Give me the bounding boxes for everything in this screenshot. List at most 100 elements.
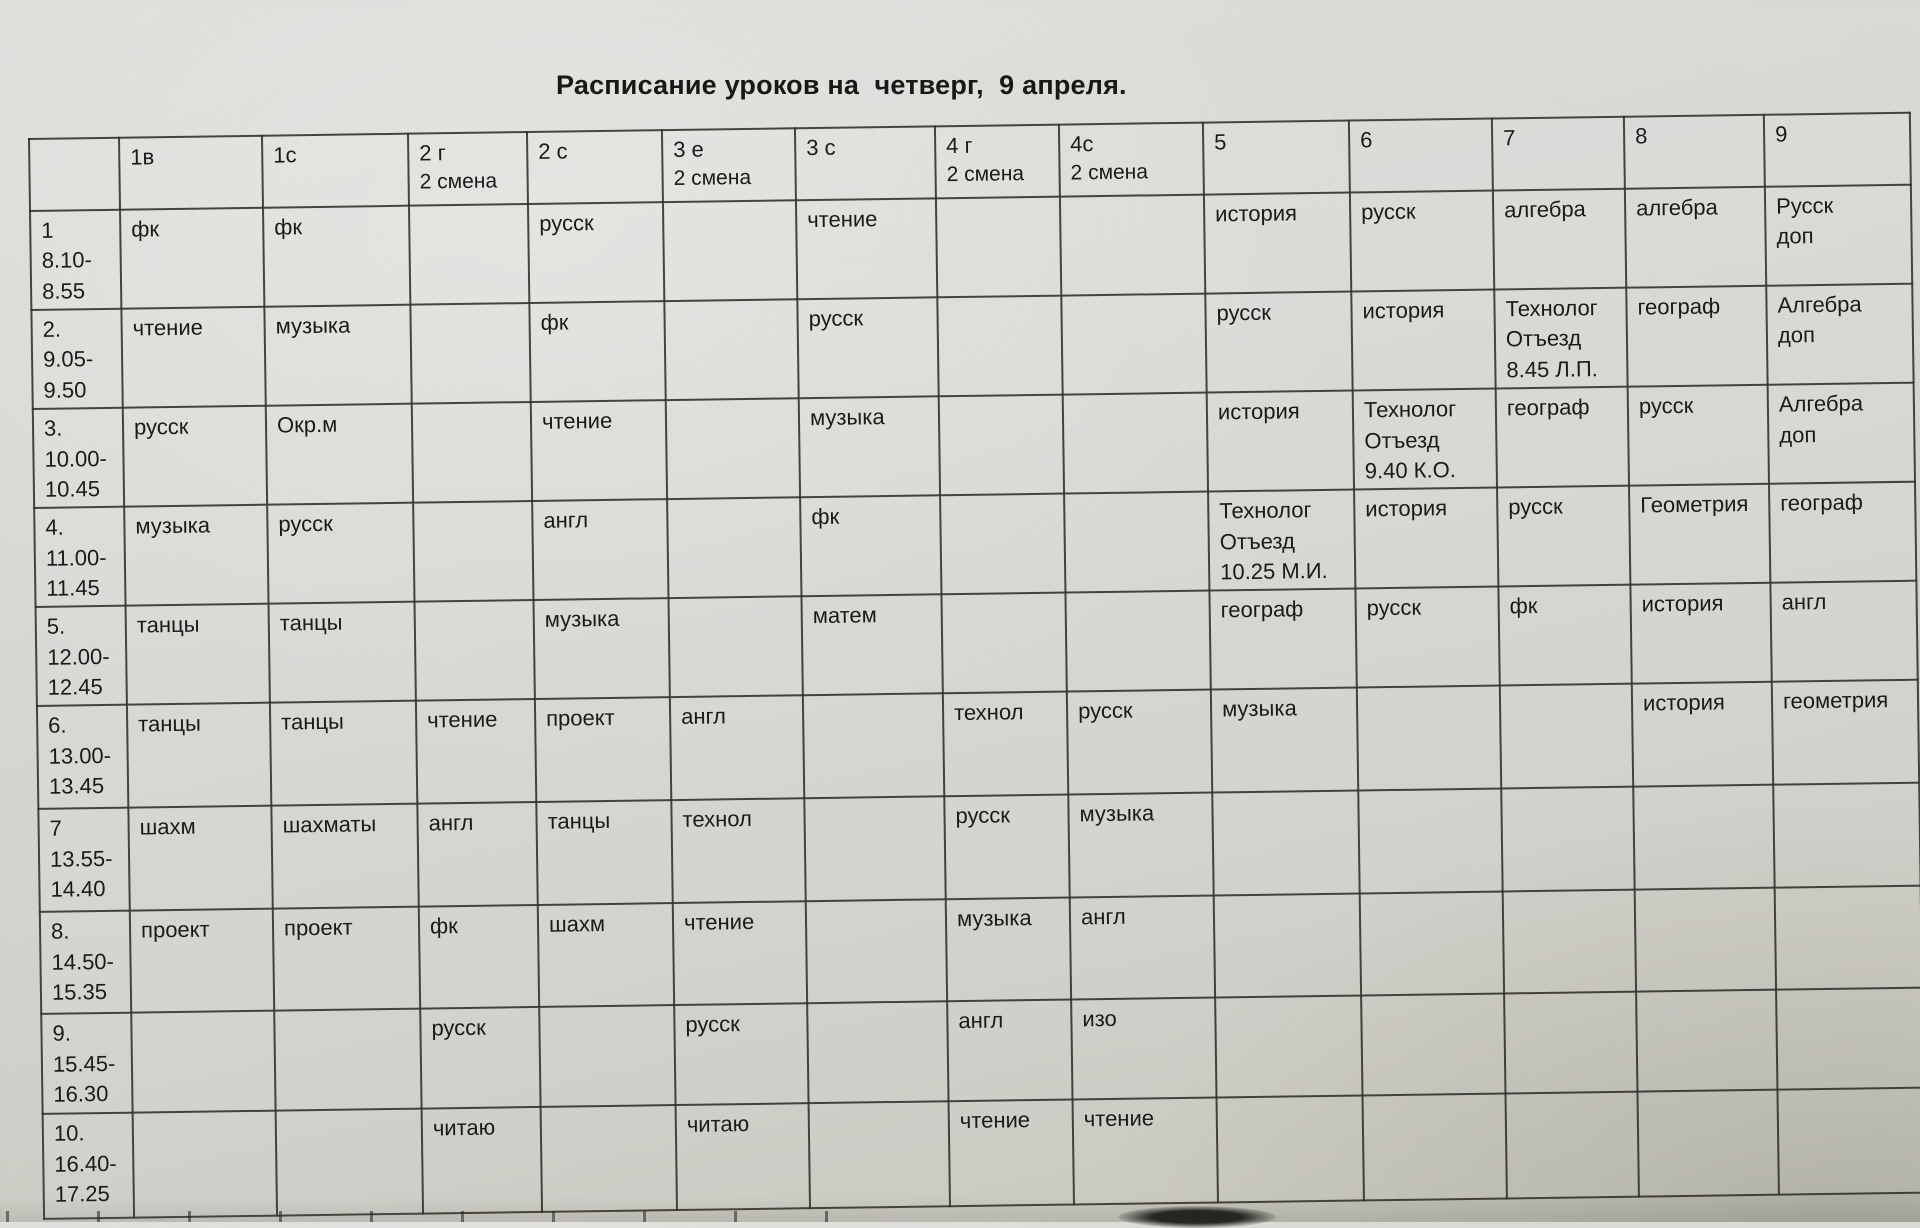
lesson-time: 11.00- 11.45: [45, 544, 107, 601]
time-cell: 2. 9.05- 9.50: [31, 308, 123, 410]
lesson-number: 8.: [50, 918, 70, 945]
subject-cell: фк: [418, 905, 540, 1009]
page-title: Расписание уроков на четверг, 9 апреля.: [556, 70, 1127, 100]
subject-cell: [667, 497, 802, 599]
time-cell: 6. 13.00- 13.45: [36, 705, 129, 810]
time-cell: 9. 15.45- 16.30: [41, 1013, 133, 1115]
header-shift-label: 2 смена: [946, 162, 1025, 187]
subject-cell: чтение: [1072, 1097, 1218, 1205]
subject-cell: [274, 1008, 422, 1112]
header-cell: 1с: [261, 133, 409, 208]
lesson-number: 6.: [48, 712, 67, 739]
subject-cell: изо: [1071, 997, 1217, 1100]
subject-cell: англ: [1770, 580, 1918, 683]
subject-cell: шахм: [128, 806, 273, 912]
subject-cell: [1359, 891, 1505, 996]
subject-cell: [1215, 995, 1363, 1098]
subject-cell: фк: [120, 207, 265, 309]
subject-cell: русск: [1497, 485, 1631, 587]
subject-cell: [804, 796, 946, 902]
subject-cell: [408, 204, 530, 305]
header-cell: 1в: [119, 135, 263, 210]
header-cell: 7: [1491, 116, 1625, 191]
lesson-time: 13.00- 13.45: [48, 742, 112, 799]
subject-cell: [668, 596, 803, 698]
subject-cell: [807, 1001, 949, 1104]
subject-cell: фк: [262, 205, 411, 307]
subject-cell: [665, 398, 801, 500]
subject-cell: [1059, 194, 1206, 296]
header-class-label: 4с: [1070, 131, 1094, 157]
header-class-label: 3 е: [673, 136, 704, 162]
header-cell: [29, 137, 121, 211]
lesson-number: 9.: [52, 1020, 72, 1047]
time-cell: 4. 11.00- 11.45: [34, 506, 126, 608]
subject-cell: шахм: [537, 903, 675, 1008]
subject-cell: [1213, 893, 1362, 998]
subject-cell: алгебра: [1492, 188, 1627, 290]
lesson-time: 14.50- 15.35: [51, 948, 115, 1005]
subject-cell: русск: [1355, 586, 1500, 688]
subject-cell: [1774, 886, 1920, 991]
subject-cell: русск: [1066, 689, 1213, 795]
header-cell: 2 г 2 смена: [407, 132, 528, 206]
lesson-number: 1: [41, 217, 54, 243]
header-cell: 3 с: [794, 126, 936, 201]
subject-cell: танцы: [268, 601, 416, 704]
header-cell: 4с 2 смена: [1058, 122, 1204, 197]
subject-cell: [410, 303, 531, 404]
subject-cell: географ: [1769, 481, 1917, 584]
time-cell: 1 8.10- 8.55: [30, 209, 122, 311]
subject-cell: [1065, 590, 1211, 692]
subject-cell: [935, 196, 1062, 298]
header-cell: 2 с: [526, 130, 663, 205]
header-class-label: 1в: [130, 144, 155, 170]
lesson-number: 5.: [46, 613, 66, 640]
header-class-label: 2 с: [538, 138, 568, 164]
lesson-number: 4.: [45, 514, 64, 541]
subject-cell: история: [1351, 289, 1496, 391]
subject-cell: чтение: [795, 198, 938, 300]
subject-cell: чтение: [530, 400, 668, 502]
header-class-label: 8: [1634, 123, 1648, 149]
lesson-number: 2.: [42, 316, 62, 342]
subject-cell: [937, 295, 1063, 397]
subject-cell: музыка: [124, 504, 269, 606]
subject-cell: англ: [947, 999, 1073, 1102]
lesson-time: 13.55- 14.40: [49, 845, 113, 902]
subject-cell: [131, 1011, 276, 1114]
subject-cell: [940, 493, 1066, 595]
subject-cell: технол: [942, 691, 1069, 797]
subject-cell: чтение: [121, 306, 266, 408]
subject-cell: музыка: [798, 396, 941, 498]
subject-cell: история: [1631, 682, 1774, 788]
lesson-number: 3.: [43, 415, 63, 441]
header-class-label: 9: [1774, 121, 1788, 147]
subject-cell: [1212, 790, 1360, 896]
subject-cell: танцы: [269, 701, 418, 807]
subject-cell: русск: [1349, 190, 1495, 292]
subject-cell: географ: [1209, 588, 1357, 690]
subject-cell: музыка: [945, 897, 1072, 1002]
cutoff-tick-marks: [6, 1211, 911, 1222]
subject-cell: [414, 600, 535, 702]
header-shift-label: 2 смена: [673, 166, 752, 191]
subject-cell: проект: [534, 697, 672, 803]
subject-cell: читаю: [675, 1103, 811, 1211]
subject-cell: Технолог Отъезд 8.45 Л.П.: [1494, 287, 1628, 389]
subject-cell: русск: [527, 202, 665, 304]
timetable-grid: 1в 1с 2 г 2 смена 2 с 3 е 2 смена 3 с 4 г 2 смена…: [28, 111, 1920, 1221]
subject-cell: история: [1354, 487, 1499, 589]
header-cell: 9: [1763, 112, 1911, 187]
header-cell: 3 е 2 смена: [661, 128, 796, 203]
subject-cell: история: [1206, 390, 1355, 492]
subject-cell: русск: [1627, 384, 1769, 486]
header-class-label: 3 с: [806, 134, 836, 161]
subject-cell: [938, 394, 1065, 496]
subject-cell: [1777, 1088, 1920, 1196]
header-shift-label: 2 смена: [419, 169, 498, 194]
subject-cell: [1362, 1093, 1507, 1201]
subject-cell: [1505, 1092, 1639, 1199]
subject-cell: [1356, 685, 1502, 791]
